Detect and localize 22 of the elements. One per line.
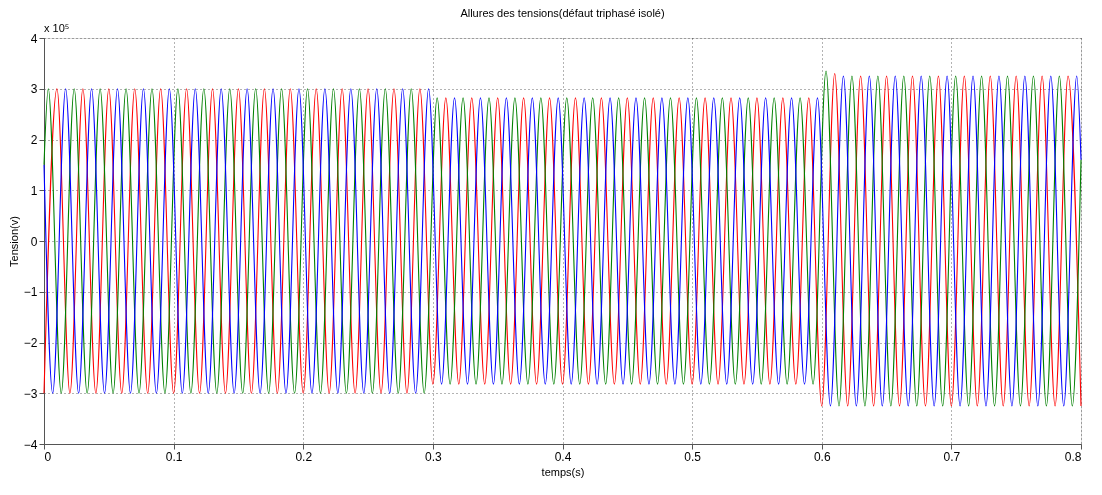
x-tick-label: 0.6 bbox=[813, 449, 831, 464]
x-tick-label: 0 bbox=[44, 449, 52, 464]
x-tick-label: 0.4 bbox=[554, 449, 572, 464]
x-tick-label: 0.2 bbox=[295, 449, 313, 464]
y-tick-label: −1 bbox=[23, 285, 38, 300]
y-tick-label: 2 bbox=[30, 133, 38, 147]
x-tick-label: 0.8 bbox=[1064, 449, 1082, 464]
y-axis-title: Tension(v) bbox=[7, 216, 20, 267]
y-tick-label: 0 bbox=[30, 234, 38, 249]
y-tick-label: 3 bbox=[30, 82, 38, 97]
chart-title: Allures des tensions(défaut triphasé isolé) bbox=[460, 7, 665, 19]
x-tick-label: 0.7 bbox=[943, 449, 961, 464]
y-tick-label: 4 bbox=[30, 31, 38, 46]
text: x 10⁵ bbox=[44, 22, 70, 34]
y-tick-label: −3 bbox=[23, 386, 38, 401]
x-tick-label: 0.5 bbox=[684, 449, 702, 464]
x-tick-label: 0.1 bbox=[165, 449, 183, 464]
x-tick-label: 0.3 bbox=[425, 449, 443, 464]
x-axis-title: temps(s) bbox=[541, 465, 585, 478]
y-tick-label: −2 bbox=[23, 336, 38, 350]
y-tick-label: 1 bbox=[30, 183, 38, 198]
y-tick-label: −4 bbox=[23, 437, 38, 452]
